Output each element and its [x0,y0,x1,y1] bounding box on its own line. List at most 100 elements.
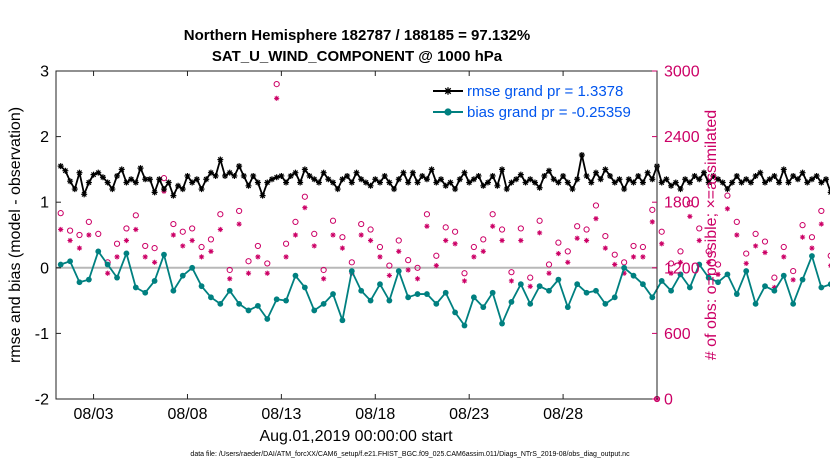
possible-obs-point [799,222,806,229]
possible-obs-point [461,270,468,277]
possible-obs-point [780,243,787,251]
assimilated-obs-point [696,237,702,244]
possible-obs-point [508,269,515,276]
assimilated-obs-point [687,213,693,220]
rmse-point [597,176,604,183]
rmse-point [268,176,275,183]
rmse-point [766,176,773,183]
rmse-point [95,169,102,176]
assimilated-obs-point [555,250,561,257]
assimilated-obs-point [396,248,402,254]
legend-rmse-star [444,87,452,95]
rmse-point [301,166,308,173]
bias-point [677,271,684,278]
possible-obs-point [142,242,149,250]
rmse-point [236,163,243,170]
rmse-point [588,179,595,186]
bias-point [574,281,581,288]
y2-tick-label: 1200 [664,260,700,277]
rmse-point [569,186,576,193]
rmse-point [90,171,97,178]
assimilated-obs-point [443,237,449,244]
possible-obs-point [245,258,252,265]
assimilated-obs-point [724,206,731,212]
rmse-point [743,176,750,183]
possible-obs-point [743,250,750,257]
y2-tick-label: 1800 [664,195,700,212]
bias-point [790,300,797,307]
rmse-point [128,176,135,183]
possible-obs-point [433,252,440,259]
possible-obs-point [667,260,675,267]
rmse-point [531,179,538,186]
assimilated-obs-point [217,226,223,233]
possible-obs-point [226,266,233,274]
legend-rmse-label: rmse grand pr = 1.3378 [467,83,623,100]
y-tick-label: 0 [40,260,49,277]
bias-point [724,271,731,278]
bias-point [517,281,524,288]
bias-point [424,291,430,297]
rmse-point [362,179,369,186]
rmse-point [339,176,346,183]
possible-obs-point [498,226,506,233]
assimilated-obs-point [649,219,655,225]
rmse-point [146,176,153,183]
bias-point [546,287,552,294]
rmse-point [283,179,290,186]
bias-point [179,272,186,279]
assimilated-obs-point [527,283,533,289]
x-axis-label: Aug.01,2019 00:00:00 start [259,428,453,445]
bias-point [452,309,459,316]
assimilated-obs-point [367,237,374,244]
assimilated-obs-point [677,259,684,265]
rmse-point [400,169,407,176]
assimilated-obs-point [518,237,524,244]
possible-obs-point [207,236,215,243]
bias-point [470,294,477,301]
bias-point [142,289,149,296]
bias-point [480,304,487,311]
rmse-point [212,172,219,179]
bias-point [752,300,759,307]
bias-point [640,281,646,288]
rmse-point [381,172,388,179]
rmse-point [114,172,121,179]
bias-point [104,261,111,268]
possible-obs-point [264,260,271,267]
bias-point [414,291,421,297]
y2-axis-label: # of obs: o=possible; ×=assimilated [703,110,720,360]
assimilated-obs-point [339,245,346,251]
rmse-point [414,179,421,186]
legend-bias-marker [444,108,452,116]
rmse-point [729,179,736,186]
bias-point [189,264,196,271]
bias-point [743,268,750,274]
bias-point [583,289,590,296]
rmse-point [372,176,379,183]
rmse-point [330,179,337,186]
bias-point [330,291,336,297]
rmse-point [175,182,182,189]
possible-obs-point [677,248,684,255]
possible-obs-point [733,218,740,225]
possible-obs-point [818,207,825,215]
rmse-point [823,176,830,183]
assimilated-obs-point [114,254,120,260]
assimilated-obs-point [58,226,64,233]
assimilated-obs-point [123,237,130,244]
rmse-point [710,172,717,179]
x-tick-label: 08/28 [543,406,583,423]
rmse-point [790,172,797,179]
rmse-point [715,176,722,183]
assimilated-obs-point [414,276,421,282]
assimilated-obs-point [67,237,73,244]
rmse-point [466,179,473,186]
rmse-point [156,176,163,183]
bias-point [564,304,571,311]
possible-obs-point [527,274,534,281]
rmse-point [550,176,557,183]
y2-tick-label: 600 [664,326,691,343]
assimilated-obs-point [461,278,468,284]
rmse-point [513,176,520,183]
